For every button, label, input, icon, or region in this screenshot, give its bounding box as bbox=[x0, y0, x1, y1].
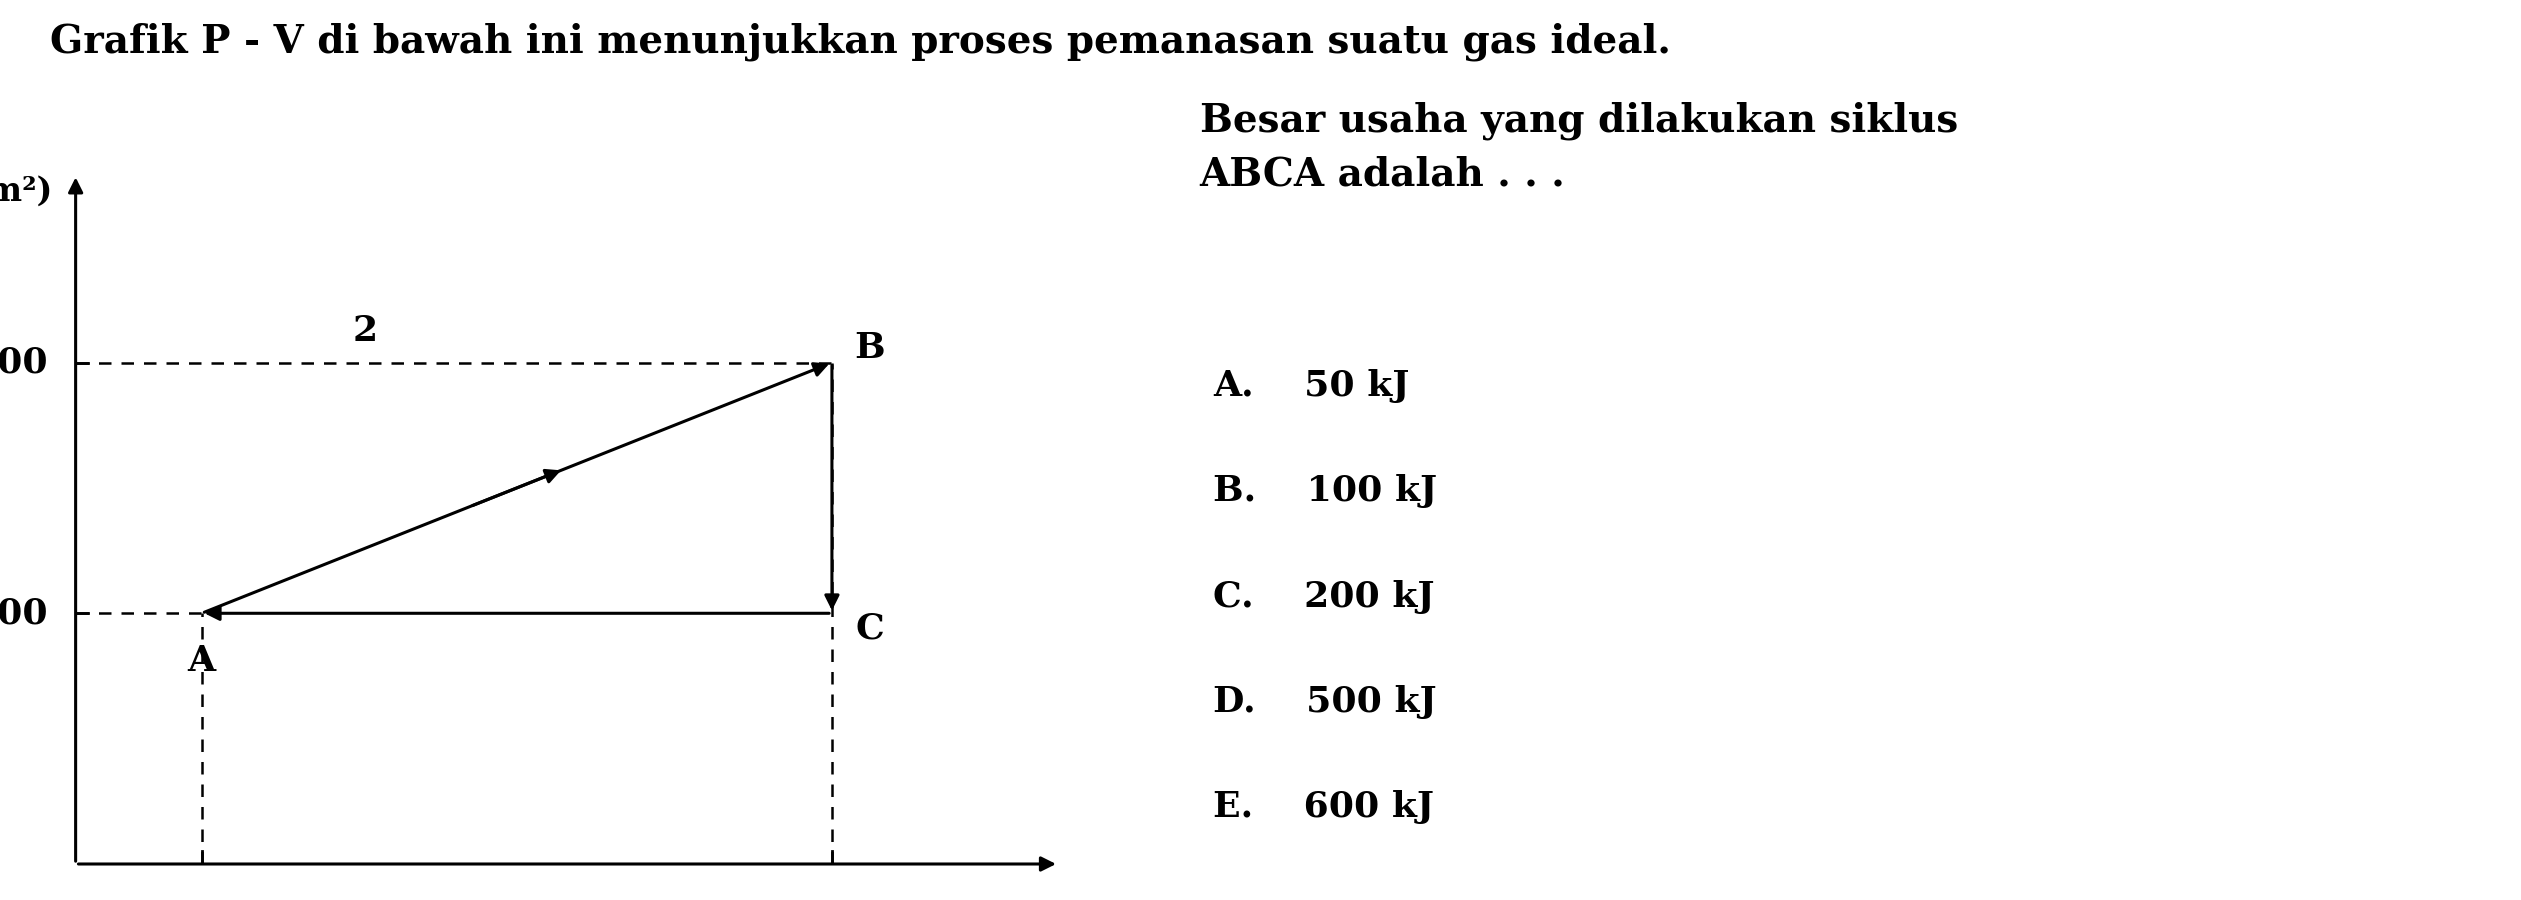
Text: A: A bbox=[187, 644, 217, 678]
Text: 200: 200 bbox=[0, 597, 48, 630]
Text: P(N/m²): P(N/m²) bbox=[0, 175, 53, 208]
Text: Grafik P - V di bawah ini menunjukkan proses pemanasan suatu gas ideal.: Grafik P - V di bawah ini menunjukkan pr… bbox=[50, 22, 1671, 61]
Text: E.    600 kJ: E. 600 kJ bbox=[1213, 790, 1434, 824]
Text: B.    100 kJ: B. 100 kJ bbox=[1213, 474, 1437, 508]
Text: C.    200 kJ: C. 200 kJ bbox=[1213, 580, 1434, 614]
Text: 2: 2 bbox=[353, 314, 378, 348]
Text: A.    50 kJ: A. 50 kJ bbox=[1213, 369, 1409, 403]
Text: C: C bbox=[855, 611, 885, 645]
Text: 400: 400 bbox=[0, 346, 48, 380]
Text: Besar usaha yang dilakukan siklus
ABCA adalah . . .: Besar usaha yang dilakukan siklus ABCA a… bbox=[1200, 102, 1959, 194]
Text: B: B bbox=[855, 330, 885, 365]
Text: D.    500 kJ: D. 500 kJ bbox=[1213, 685, 1437, 719]
